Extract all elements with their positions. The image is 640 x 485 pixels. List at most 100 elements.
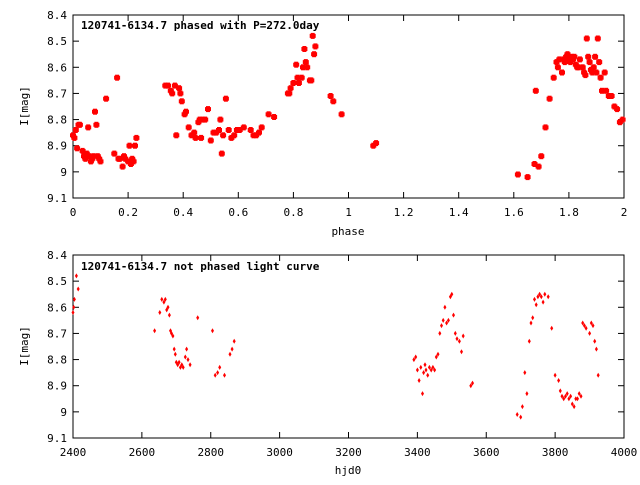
data-point <box>419 364 423 370</box>
ticks-phased: 0 0.2 0.4 0.6 0.8 1 1.2 1.4 1.6 1.8 2 8.4 8.5 8.6 8.7 8… <box>47 9 627 219</box>
data-point <box>572 404 576 410</box>
data-point <box>519 414 523 420</box>
data-point <box>196 315 200 321</box>
data-point <box>188 132 195 139</box>
data-point <box>538 291 542 297</box>
data-point <box>217 116 224 123</box>
data-point <box>576 396 579 402</box>
x-tick-label: 3200 <box>335 446 362 459</box>
data-point <box>559 69 565 76</box>
x-tick-label: 0.4 <box>173 206 193 219</box>
data-point <box>539 294 543 300</box>
y-tick-label: 8.9 <box>47 140 67 153</box>
data-point <box>92 108 98 115</box>
data-point <box>71 134 78 141</box>
data-point <box>72 296 76 302</box>
data-point <box>553 59 560 66</box>
data-point <box>286 90 293 97</box>
data-point <box>127 161 134 167</box>
data-point <box>220 132 227 139</box>
data-point <box>256 129 262 136</box>
data-point <box>585 53 592 60</box>
data-point <box>230 346 234 352</box>
data-point <box>293 61 300 68</box>
data-point <box>178 98 185 105</box>
x-tick-label: 1.8 <box>559 206 579 219</box>
data-point <box>515 412 519 417</box>
y-tick-label: 9 <box>60 406 67 419</box>
data-point <box>222 95 229 102</box>
plot-frame-phased <box>72 14 625 199</box>
data-point <box>79 147 86 154</box>
data-point <box>171 333 175 339</box>
y-tick-label: 8.4 <box>47 9 67 22</box>
data-point <box>589 69 596 76</box>
data-point <box>616 119 623 126</box>
chart-title-unphased: 120741-6134.7 not phased light curve <box>81 260 320 273</box>
x-tick-label: 0.6 <box>228 206 248 219</box>
y-tick-label: 8.5 <box>47 35 67 48</box>
data-point <box>570 401 574 407</box>
data-point <box>93 121 100 128</box>
data-point <box>431 364 435 370</box>
data-point <box>295 80 302 86</box>
data-point <box>594 35 601 42</box>
data-point <box>445 320 449 326</box>
data-point <box>567 396 571 402</box>
data-point <box>191 129 198 136</box>
data-point <box>412 357 416 363</box>
x-tick-label: 2800 <box>198 446 225 459</box>
data-point <box>423 362 427 368</box>
data-point <box>453 330 457 336</box>
data-point <box>574 396 578 402</box>
data-point <box>471 380 474 386</box>
x-tick-label: 1.2 <box>394 206 414 219</box>
data-point <box>550 325 554 331</box>
data-point <box>86 153 93 160</box>
data-point <box>557 378 561 383</box>
data-point <box>581 320 585 326</box>
data-point <box>165 82 171 89</box>
data-point <box>433 367 437 373</box>
data-point <box>213 372 217 378</box>
data-point <box>562 396 566 402</box>
data-point <box>565 391 569 397</box>
x-tick-label: 3800 <box>542 446 569 459</box>
data-point <box>556 56 563 63</box>
data-point <box>232 338 236 344</box>
data-point <box>173 132 180 139</box>
ticks-unphased: 2400 2600 2800 3000 3200 3400 3600 3800 4000 8.4 8… <box>47 249 637 459</box>
data-point <box>265 111 272 118</box>
x-tick-label: 0.8 <box>283 206 303 219</box>
data-point <box>294 74 301 81</box>
data-point <box>253 132 260 139</box>
data-point <box>611 103 618 110</box>
data-point <box>228 351 232 357</box>
data-point <box>593 69 600 76</box>
data-point <box>535 163 542 170</box>
y-tick-label: 8.7 <box>47 87 67 100</box>
data-point <box>247 127 254 133</box>
data-point <box>461 333 465 339</box>
data-point <box>186 357 190 363</box>
data-point <box>455 336 459 342</box>
data-point <box>460 349 463 355</box>
data-point <box>541 299 545 305</box>
data-point <box>588 330 592 336</box>
data-point <box>132 142 138 149</box>
data-point <box>225 127 232 133</box>
data-point <box>569 393 573 399</box>
data-point <box>582 72 589 79</box>
data-point <box>373 140 380 147</box>
data-point <box>590 64 597 71</box>
data-point <box>185 124 192 131</box>
data-point <box>103 95 110 102</box>
phased-light-curve-panel: 0 0.2 0.4 0.6 0.8 1 1.2 1.4 1.6 1.8 2 8.4 8.5 8.6 8.7 8… <box>18 9 627 238</box>
data-point <box>173 351 177 357</box>
data-point <box>76 286 80 292</box>
data-point <box>218 364 222 370</box>
data-point <box>531 315 535 321</box>
y-tick-label: 8.9 <box>47 380 67 393</box>
data-point <box>597 74 604 81</box>
